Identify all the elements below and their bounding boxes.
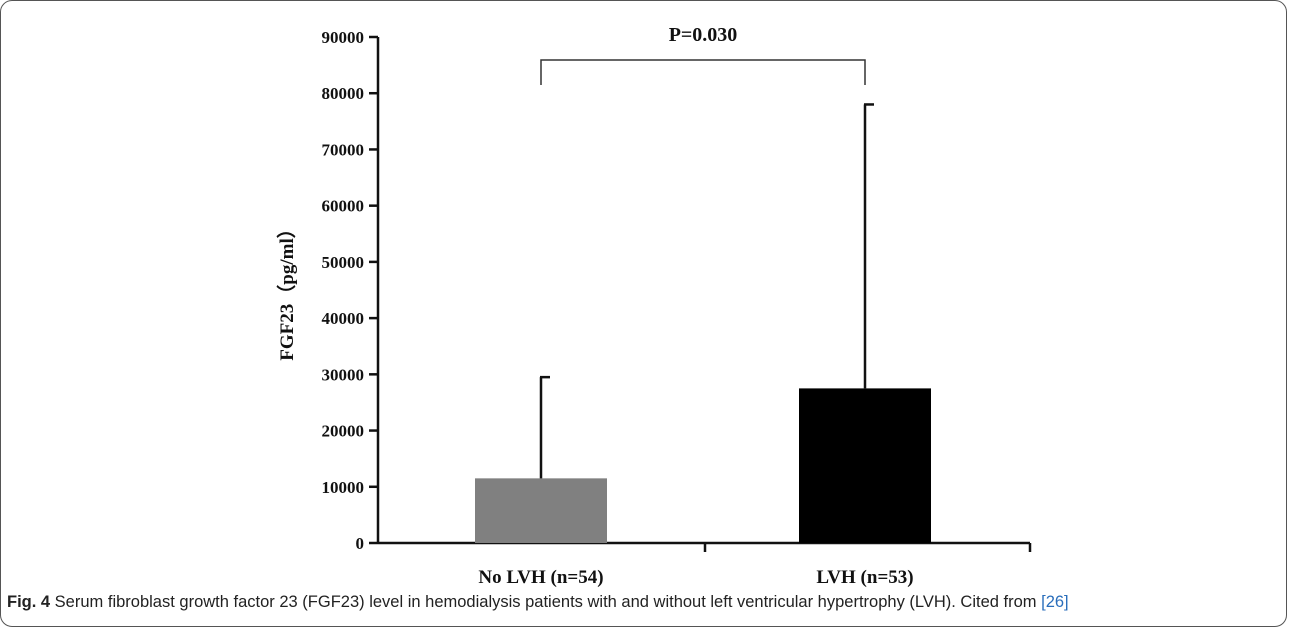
y-tick-label: 90000	[322, 28, 365, 47]
figure-caption: Fig. 4 Serum fibroblast growth factor 23…	[7, 593, 1277, 612]
caption-text: Serum fibroblast growth factor 23 (FGF23…	[50, 593, 1042, 611]
bracket-line	[540, 59, 866, 85]
y-tick-label: 50000	[322, 253, 365, 272]
y-tick-label: 0	[356, 534, 365, 553]
y-tick-label: 80000	[322, 84, 365, 103]
y-axis: 0 10000 20000 30000 40000 50000 60000 70000 8000…	[322, 28, 380, 553]
figure-label: Fig. 4	[7, 593, 51, 611]
x-category-label: LVH (n=53)	[816, 567, 913, 588]
error-bars	[539, 103, 874, 479]
reference-link[interactable]: [26]	[1041, 593, 1069, 611]
x-category-label: No LVH (n=54)	[478, 567, 603, 588]
y-tick-label: 40000	[322, 309, 365, 328]
bar-chart: 0 10000 20000 30000 40000 50000 60000 70000 8000…	[275, 24, 1032, 588]
y-tick-label: 70000	[322, 140, 365, 159]
bars	[475, 388, 931, 543]
y-tick-label: 20000	[322, 422, 365, 441]
bar	[799, 388, 931, 543]
bar	[475, 478, 607, 543]
p-value-annotation: P=0.030	[669, 24, 738, 46]
y-tick-label: 60000	[322, 197, 365, 216]
y-tick-label: 10000	[322, 478, 365, 497]
significance-bracket	[540, 59, 866, 85]
y-axis-label: FGF23（pg/ml）	[275, 219, 298, 360]
x-axis: No LVH (n=54) LVH (n=53)	[378, 541, 1032, 588]
y-tick-label: 30000	[322, 365, 365, 384]
